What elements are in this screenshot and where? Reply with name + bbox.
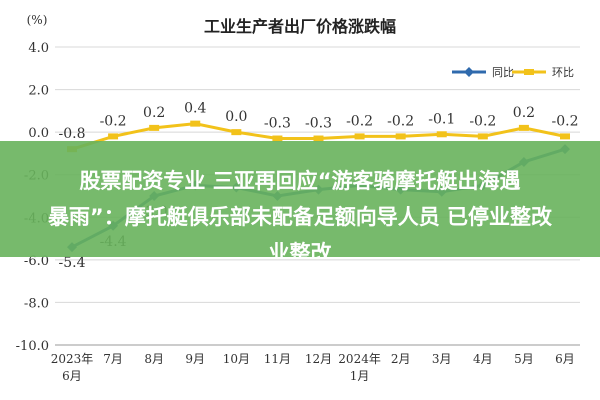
data-label: 0.4 (184, 101, 206, 117)
y-tick-label: 2.0 (28, 84, 49, 99)
data-label: -0.3 (305, 116, 332, 132)
x-tick-label: 7月 (103, 352, 123, 366)
data-label: -5.4 (59, 255, 86, 271)
x-tick-label: 8月 (144, 352, 164, 366)
data-label: 0.0 (225, 109, 247, 125)
series-point-mom (108, 133, 119, 140)
legend-label-mom: 环比 (552, 66, 574, 79)
x-tick-label: 4月 (473, 352, 493, 366)
overlay-line-1: 股票配资专业 三亚再回应“游客骑摩托艇出海遇 (79, 169, 521, 193)
series-point-mom (231, 129, 242, 136)
x-tick-label: 6月 (62, 369, 82, 383)
data-label: -0.1 (428, 111, 455, 127)
series-point-mom (190, 120, 201, 127)
x-tick-label: 9月 (185, 352, 205, 366)
y-tick-label: -6.0 (24, 254, 49, 269)
y-tick-label: 0.0 (28, 126, 49, 141)
y-axis-unit: (%) (27, 13, 48, 27)
x-tick-label: 10月 (223, 352, 250, 366)
series-point-mom (436, 131, 447, 138)
x-tick-label: 2023年 (51, 352, 94, 366)
data-label: -0.2 (469, 113, 496, 129)
series-point-mom (518, 124, 529, 131)
data-label: -0.2 (552, 113, 579, 129)
x-tick-label: 11月 (264, 352, 291, 366)
series-point-mom (354, 133, 365, 140)
y-tick-label: 4.0 (28, 41, 49, 56)
x-tick-label: 3月 (432, 352, 452, 366)
data-label: -0.2 (387, 113, 414, 129)
series-point-mom (560, 133, 570, 140)
data-label: -0.3 (264, 116, 291, 132)
legend-label-yoy: 同比 (492, 66, 514, 79)
data-label: 0.2 (513, 105, 535, 121)
series-point-mom (313, 135, 324, 142)
x-tick-label: 5月 (514, 352, 534, 366)
series-point-mom (395, 133, 406, 140)
data-label: -0.8 (59, 126, 86, 142)
overlay-line-2: 暴雨”：摩托艇俱乐部未配备足额向导人员 已停业整改 (47, 205, 553, 229)
data-label: -0.2 (100, 113, 127, 129)
series-point-mom (477, 133, 488, 140)
legend-marker-yoy (464, 67, 474, 77)
legend-marker-mom (524, 69, 534, 75)
series-point-mom (272, 135, 283, 142)
y-tick-label: -8.0 (24, 296, 49, 311)
overlay-line-3: 业整改 (268, 241, 332, 257)
x-tick-label: 2月 (391, 352, 411, 366)
y-tick-label: -10.0 (16, 339, 49, 354)
data-label: -0.2 (346, 113, 373, 129)
chart-title: 工业生产者出厂价格涨跌幅 (204, 17, 396, 36)
overlay-banner: 股票配资专业 三亚再回应“游客骑摩托艇出海遇 暴雨”：摩托艇俱乐部未配备足额向导… (0, 141, 600, 257)
series-point-mom (149, 124, 160, 131)
x-tick-label: 1月 (350, 369, 370, 383)
x-tick-label: 6月 (555, 352, 575, 366)
x-tick-label: 12月 (305, 352, 332, 366)
data-label: 0.2 (143, 105, 165, 121)
x-tick-label: 2024年 (338, 352, 381, 366)
